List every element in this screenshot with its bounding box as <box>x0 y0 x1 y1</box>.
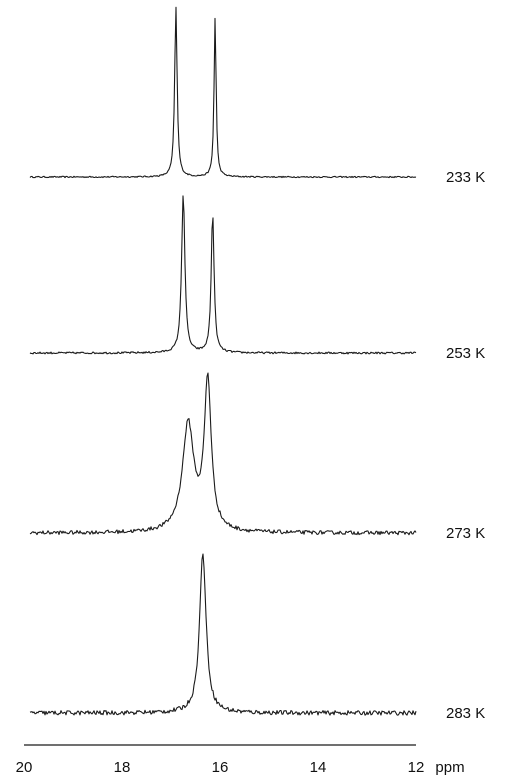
x-axis-ticks: 20 18 16 14 12 <box>16 759 425 776</box>
x-axis-label: ppm <box>435 759 464 776</box>
x-tick-label-20: 20 <box>16 759 33 776</box>
spectrum-trace-233-k <box>29 6 417 179</box>
spectrum-trace-253-k <box>29 195 417 355</box>
spectra-traces <box>29 6 417 716</box>
spectrum-trace-273-k <box>29 372 417 536</box>
x-tick-label-12: 12 <box>408 759 425 776</box>
temperature-labels: 233 K 253 K 273 K 283 K <box>446 169 485 722</box>
x-tick-label-16: 16 <box>212 759 229 776</box>
series-label-253-k: 253 K <box>446 345 485 362</box>
series-label-233-k: 233 K <box>446 169 485 186</box>
series-label-283-k: 283 K <box>446 705 485 722</box>
series-label-273-k: 273 K <box>446 525 485 542</box>
x-tick-label-18: 18 <box>114 759 131 776</box>
x-tick-label-14: 14 <box>310 759 327 776</box>
spectrum-trace-283-k <box>29 553 417 716</box>
